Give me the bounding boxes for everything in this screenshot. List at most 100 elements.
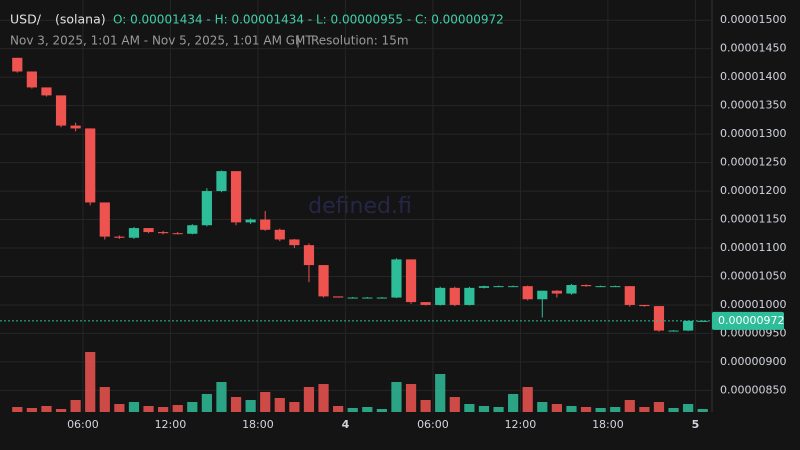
candle-body (653, 306, 665, 331)
candle-body (26, 71, 37, 88)
volume-bar (318, 384, 329, 412)
network: (solana) (55, 12, 106, 27)
y-tick-label: 0.00000900 (720, 355, 786, 368)
x-tick-label: 12:00 (505, 418, 537, 431)
y-tick-label: 0.00001350 (720, 99, 786, 112)
candle-body (289, 239, 300, 246)
candle-body (376, 297, 387, 299)
watermark: defined.fi (308, 194, 412, 219)
volume-bar (55, 409, 67, 412)
symbol: USD/ (10, 12, 42, 27)
y-tick-label: 0.00001400 (720, 70, 786, 83)
candle-body (172, 233, 183, 235)
separator: | (296, 34, 300, 48)
y-tick-label: 0.00001150 (720, 213, 786, 226)
volume-bar (230, 397, 242, 412)
candle-body (318, 265, 329, 297)
last-price-box (712, 311, 784, 330)
volume-bar (187, 402, 198, 412)
x-tick-label: 12:00 (155, 418, 187, 431)
volume-bar (347, 408, 358, 412)
volume-bar (172, 405, 183, 412)
volume-bar (449, 397, 460, 412)
volume-bar (70, 400, 81, 412)
y-tick-label: 0.00001300 (720, 127, 786, 140)
volume-bar (158, 407, 169, 412)
candle-body (435, 287, 446, 305)
candle-body (493, 286, 504, 288)
volume-bar (391, 382, 402, 412)
volume-bar (464, 404, 475, 412)
y-tick-label: 0.00001250 (720, 156, 786, 169)
candle-body (566, 285, 577, 294)
candle-body (595, 286, 606, 288)
candle-body (362, 297, 373, 299)
volume-bar (99, 387, 110, 412)
volume-bar (128, 402, 140, 412)
candle-body (245, 219, 256, 223)
volume-bar (362, 407, 373, 412)
y-tick-label: 0.00001050 (720, 269, 786, 282)
volume-bar (566, 406, 577, 412)
volume-bar (333, 406, 344, 412)
candle-body (668, 330, 679, 332)
volume-bar (12, 407, 23, 412)
candle-body (333, 296, 344, 298)
volume-bar (522, 387, 533, 412)
volume-bar (420, 400, 431, 412)
candle-body (114, 236, 125, 238)
candle-body (274, 229, 285, 240)
y-tick-label: 0.00001100 (720, 241, 786, 254)
x-tick-label: 06:00 (67, 418, 99, 431)
last-price-label: 0.00000972 (718, 314, 784, 327)
volume-bar (114, 404, 125, 412)
volume-bar (435, 374, 446, 412)
candle-body (420, 302, 431, 305)
candle-body (683, 320, 694, 331)
y-tick-label: 0.00000850 (720, 383, 786, 396)
y-tick-label: 0.00001200 (720, 184, 786, 197)
candle-body (143, 228, 154, 233)
y-tick-label: 0.00001500 (720, 13, 786, 26)
candle-body (580, 285, 592, 287)
candle-body (230, 171, 242, 223)
volume-bar (405, 384, 417, 412)
x-tick-label: 18:00 (242, 418, 274, 431)
candle-body (55, 95, 67, 126)
volume-bar (41, 406, 52, 412)
candle-body (449, 287, 460, 305)
candle-body (216, 171, 227, 192)
x-tick-label: 4 (342, 418, 350, 431)
volume-bar (26, 408, 37, 412)
candle-body (464, 287, 475, 305)
candle-body (70, 125, 81, 129)
y-tick-label: 0.00001000 (720, 298, 786, 311)
volume-bar (653, 402, 665, 412)
candle-body (405, 259, 417, 303)
volume-bar (274, 398, 285, 412)
volume-bar (697, 409, 708, 412)
volume-bar (610, 407, 621, 412)
volume-bar (143, 406, 154, 412)
volume-bar (683, 404, 694, 412)
candle-body (85, 128, 96, 203)
x-tick-label: 18:00 (592, 418, 624, 431)
volume-bar (376, 409, 387, 412)
y-tick-label: 0.00001450 (720, 42, 786, 55)
volume-bar (580, 407, 592, 412)
candle-body (128, 228, 140, 238)
volume-bar (289, 402, 300, 412)
volume-bar (624, 400, 635, 412)
candle-body (551, 290, 562, 294)
volume-bar (595, 408, 606, 412)
candle-body (697, 320, 708, 322)
x-tick-label: 06:00 (417, 418, 449, 431)
volume-bar (551, 404, 562, 412)
candle-body (303, 245, 315, 266)
date-range: Nov 3, 2025, 1:01 AM - Nov 5, 2025, 1:01… (10, 34, 313, 48)
volume-bar (668, 408, 679, 412)
resolution: Resolution: 15m (311, 34, 409, 48)
candle-body (41, 87, 52, 96)
volume-bar (478, 406, 490, 412)
